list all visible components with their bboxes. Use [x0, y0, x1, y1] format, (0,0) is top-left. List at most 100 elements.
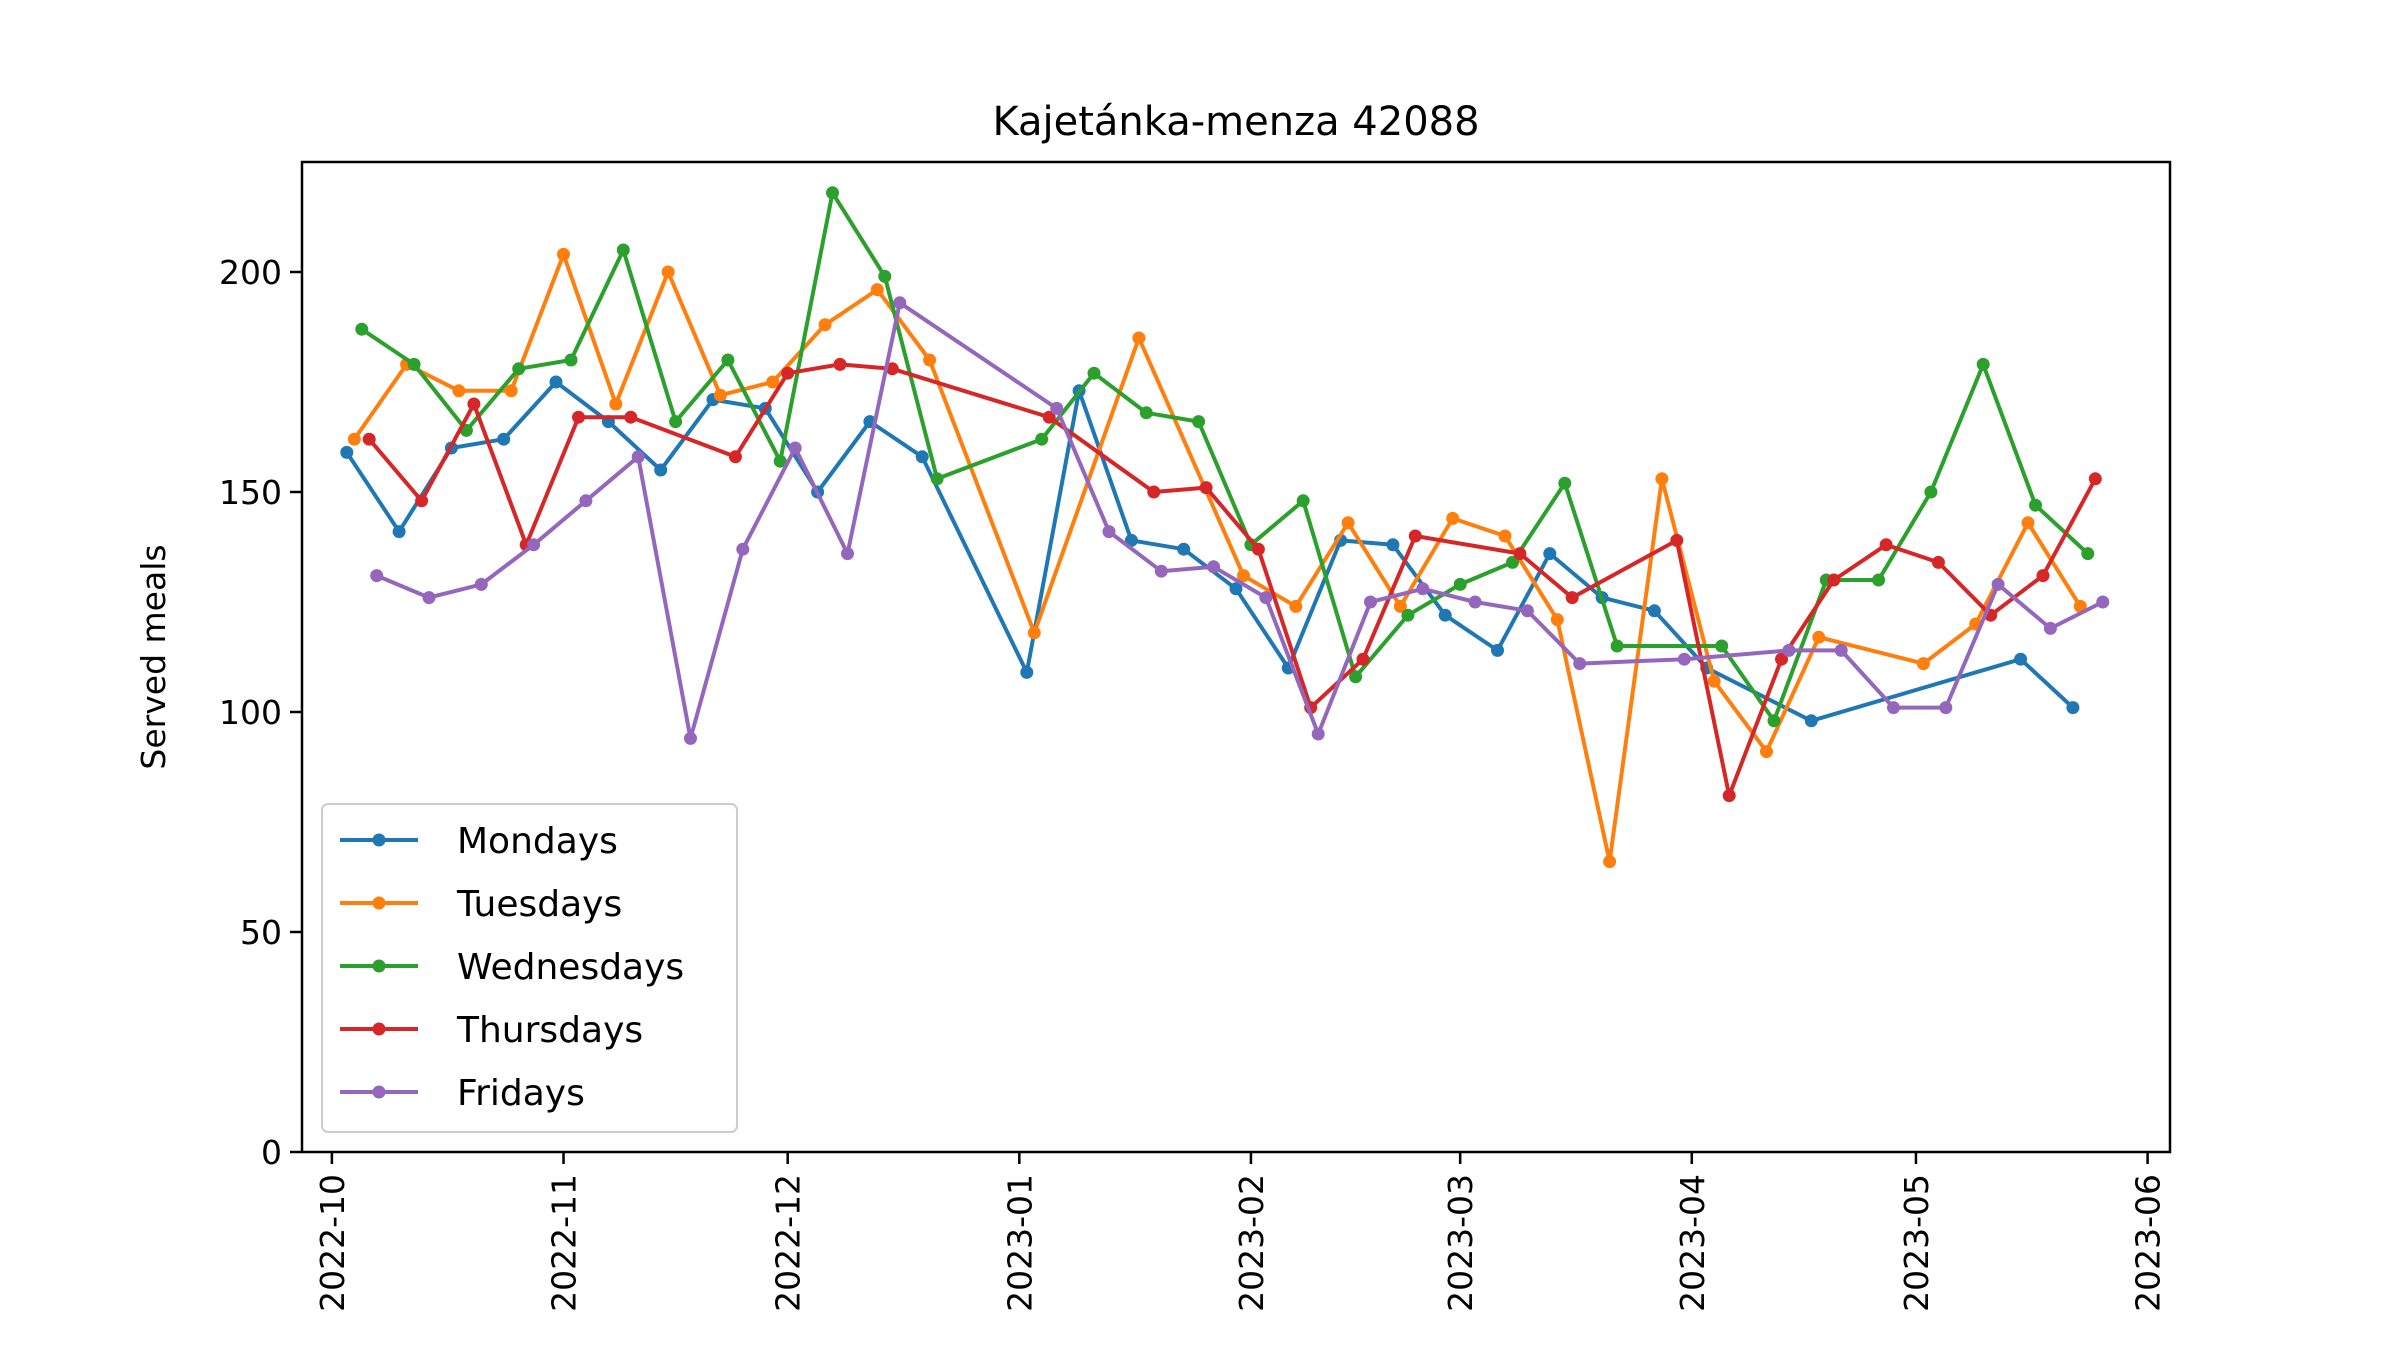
- data-point: [1102, 525, 1116, 539]
- data-point: [362, 432, 376, 446]
- legend-label: Wednesdays: [457, 947, 684, 988]
- data-point: [915, 450, 929, 464]
- x-tick-label: 2022-12: [769, 1174, 808, 1312]
- data-point: [893, 296, 907, 310]
- data-point: [609, 397, 623, 411]
- y-axis-label: Served meals: [134, 544, 173, 769]
- data-point: [1887, 701, 1900, 715]
- data-point: [1341, 516, 1355, 530]
- data-point: [1775, 652, 1788, 666]
- legend-label: Thursdays: [456, 1010, 643, 1051]
- data-point: [736, 542, 750, 556]
- data-point: [1722, 789, 1736, 803]
- data-point: [1558, 476, 1572, 490]
- data-point: [1251, 542, 1265, 556]
- data-point: [1311, 727, 1325, 741]
- data-point: [1237, 569, 1250, 583]
- data-point: [1491, 643, 1504, 657]
- data-point: [1603, 855, 1617, 869]
- series-line: [367, 362, 2098, 798]
- data-point: [1520, 604, 1534, 618]
- data-point: [2029, 498, 2042, 512]
- data-point: [728, 450, 742, 464]
- data-point: [2096, 595, 2110, 609]
- data-point: [1924, 485, 1938, 499]
- series-tuesdays: [347, 247, 2087, 869]
- x-tick-label: 2022-11: [545, 1174, 584, 1312]
- data-point: [2088, 472, 2102, 486]
- x-axis: 2022-10 2022-11 2022-12 2023-01 2023-02 2023-…: [313, 1152, 2168, 1312]
- legend-swatch-marker: [372, 896, 386, 910]
- data-point: [1872, 573, 1886, 587]
- x-tick-label: 2023-06: [2129, 1174, 2168, 1312]
- data-point: [527, 538, 541, 552]
- series-mondays: [340, 375, 2080, 728]
- data-point: [1834, 643, 1848, 657]
- series-line: [374, 300, 2105, 741]
- data-point: [1132, 331, 1146, 345]
- data-point: [1416, 582, 1430, 596]
- data-point: [624, 410, 638, 424]
- data-point: [1879, 538, 1893, 552]
- data-point: [407, 357, 421, 371]
- data-point: [422, 591, 436, 605]
- data-point: [826, 186, 839, 200]
- data-point: [788, 441, 802, 455]
- data-point: [1498, 529, 1512, 543]
- y-tick-label: 200: [219, 253, 282, 292]
- data-point: [557, 247, 570, 261]
- x-tick-label: 2023-01: [1000, 1174, 1039, 1312]
- data-point: [878, 269, 892, 283]
- legend-swatch-marker: [372, 833, 386, 847]
- legend-swatch-marker: [372, 1085, 386, 1099]
- data-point: [1087, 366, 1101, 380]
- y-axis: 0 50 100 150 200: [219, 253, 302, 1172]
- data-point: [1177, 542, 1191, 556]
- data-point: [1027, 626, 1041, 640]
- data-point: [1513, 547, 1527, 561]
- data-point: [1356, 652, 1370, 666]
- data-point: [1760, 745, 1773, 759]
- data-point: [1199, 481, 1213, 495]
- x-tick-label: 2023-03: [1441, 1174, 1480, 1312]
- data-point: [1991, 577, 2005, 591]
- x-tick-label: 2023-05: [1897, 1174, 1936, 1312]
- data-point: [1386, 538, 1400, 552]
- legend-item-wednesdays: Wednesdays: [340, 947, 684, 988]
- y-tick-label: 0: [261, 1133, 282, 1172]
- data-point: [1408, 529, 1422, 543]
- data-point: [661, 265, 675, 279]
- data-point: [766, 375, 780, 389]
- data-point: [1939, 701, 1953, 715]
- legend-swatch-marker: [372, 959, 386, 973]
- data-point: [1453, 577, 1467, 591]
- data-point: [1401, 608, 1415, 622]
- data-point: [885, 362, 899, 376]
- data-point: [1364, 595, 1377, 609]
- legend-item-mondays: Mondays: [340, 821, 618, 862]
- data-point: [841, 547, 854, 561]
- data-point: [713, 388, 727, 402]
- data-point: [467, 397, 481, 411]
- chart-title: Kajetánka-menza 42088: [992, 99, 1479, 145]
- data-point: [1916, 657, 1930, 671]
- legend-item-tuesdays: Tuesdays: [340, 884, 622, 925]
- data-point: [572, 410, 585, 424]
- data-point: [1296, 494, 1310, 508]
- data-point: [2066, 701, 2080, 715]
- data-point: [1050, 401, 1064, 415]
- data-point: [654, 463, 668, 477]
- legend-item-fridays: Fridays: [340, 1073, 585, 1114]
- data-point: [340, 445, 354, 459]
- legend-label: Mondays: [457, 821, 618, 862]
- data-point: [355, 322, 369, 336]
- data-point: [1715, 639, 1729, 653]
- data-point: [370, 569, 384, 583]
- data-point: [549, 375, 563, 389]
- data-point: [1042, 410, 1056, 424]
- data-point: [1259, 591, 1273, 605]
- data-point: [1020, 665, 1034, 679]
- legend-swatch-marker: [372, 1022, 386, 1036]
- data-point: [1147, 485, 1161, 499]
- data-point: [1543, 547, 1557, 561]
